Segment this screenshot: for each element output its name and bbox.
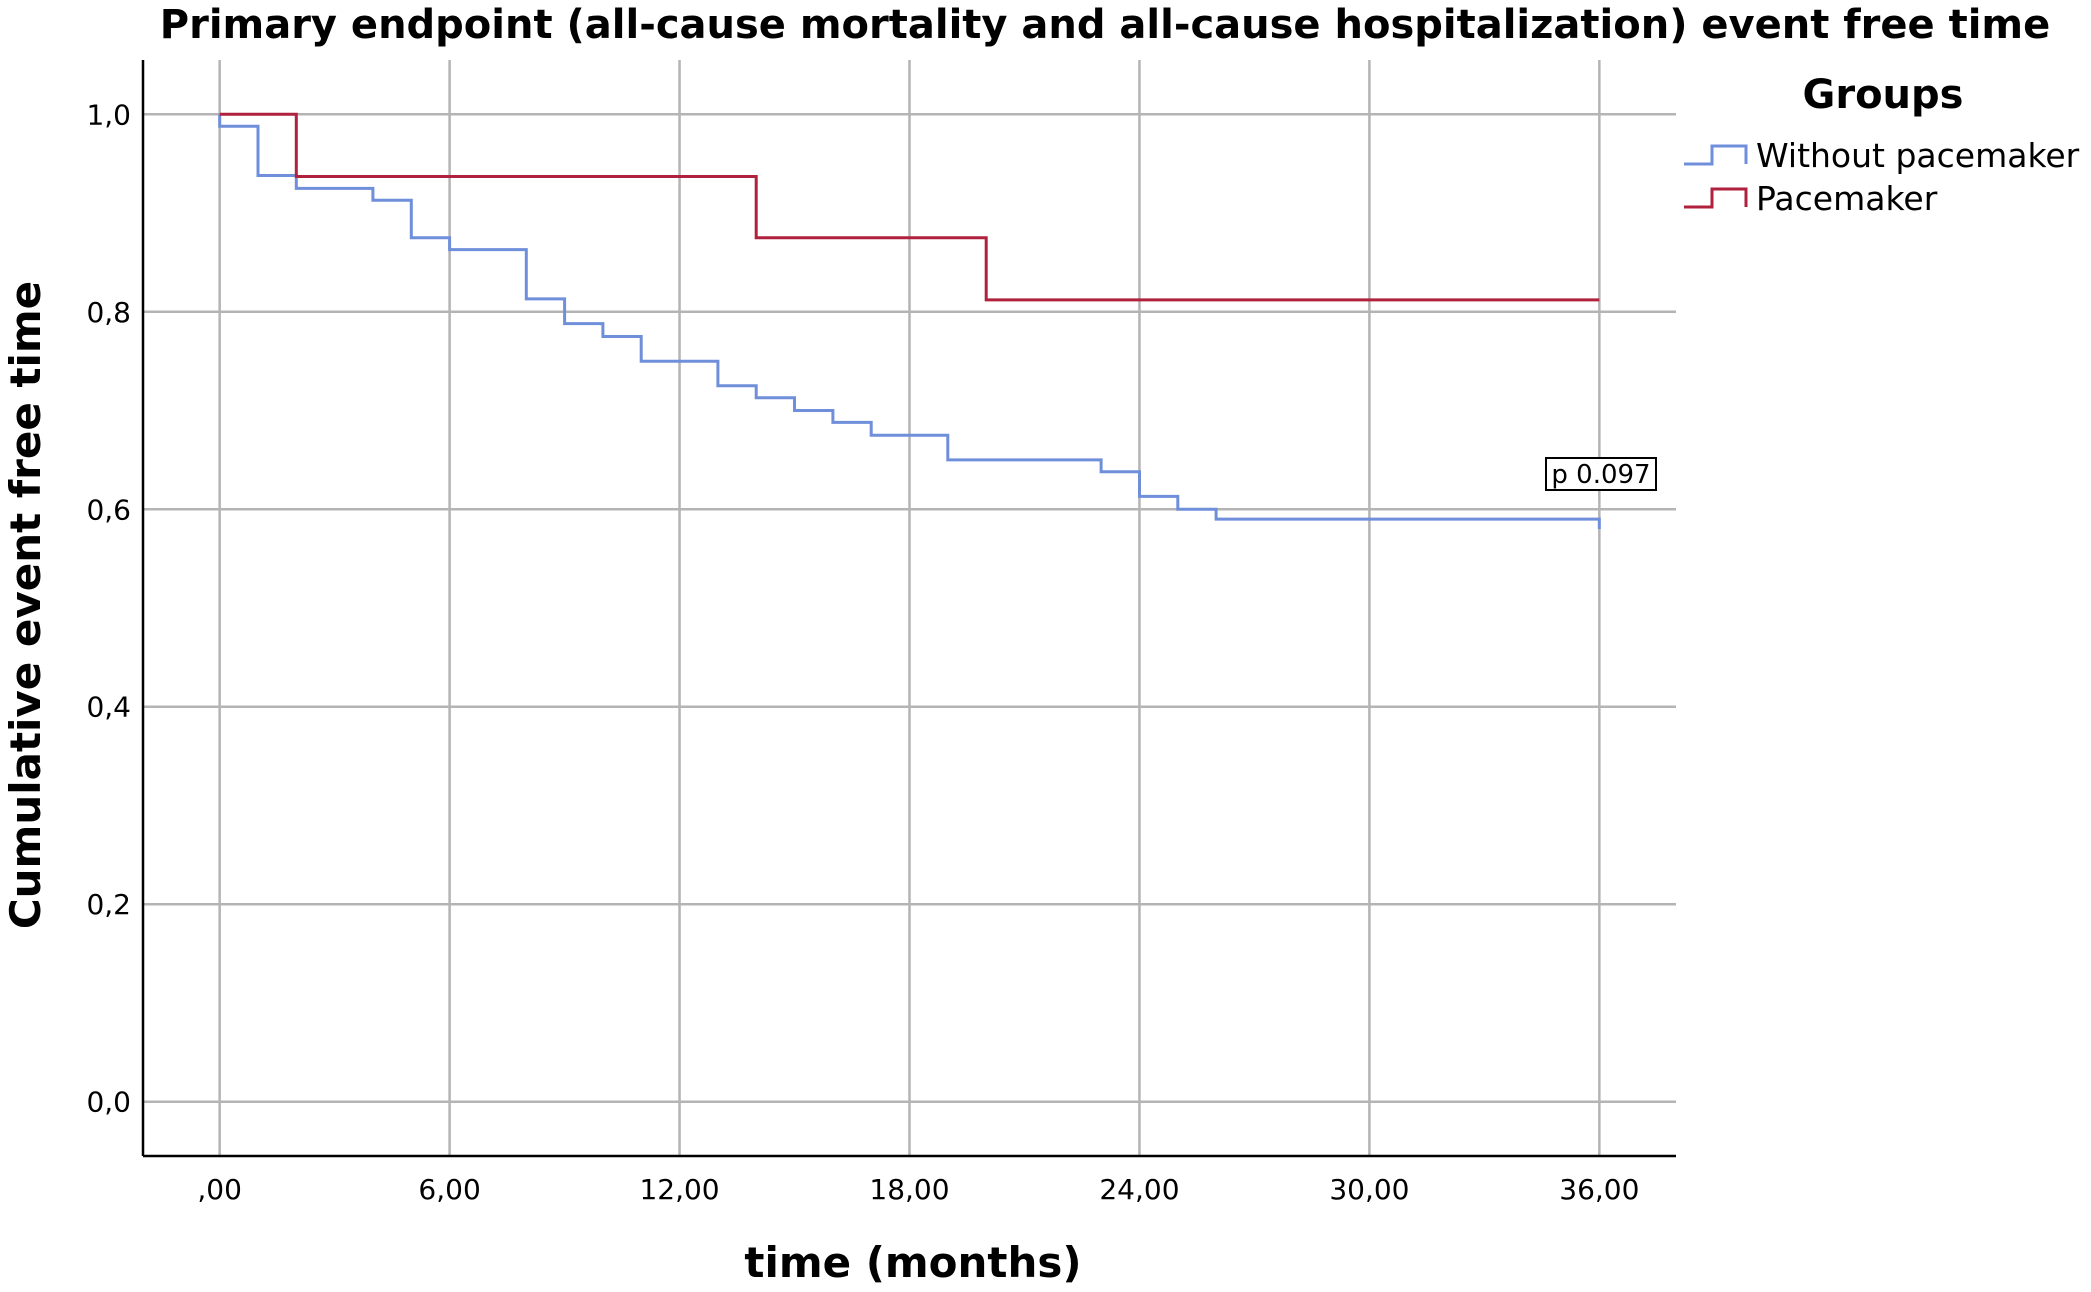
legend: Groups Without pacemaker Pacemaker bbox=[1684, 72, 2080, 218]
x-tick-label: 24,00 bbox=[1099, 1173, 1179, 1206]
p-value-box bbox=[1545, 457, 1657, 491]
x-tick-label: 30,00 bbox=[1329, 1173, 1409, 1206]
gridlines bbox=[143, 60, 1676, 1156]
p-value-annotation: p 0.097 bbox=[1545, 457, 1657, 491]
legend-swatch bbox=[1684, 187, 1748, 209]
chart-title: Primary endpoint (all-cause mortality an… bbox=[160, 2, 2050, 48]
x-tick-labels: ,00 6,00 12,00 18,00 24,00 30,00 36,00 bbox=[197, 1173, 1639, 1206]
legend-label: Without pacemaker bbox=[1756, 136, 2080, 175]
y-axis-title: Cumulative event free time bbox=[1, 281, 50, 929]
axes bbox=[141, 60, 1676, 1158]
p-value-label: p 0.097 bbox=[1551, 460, 1650, 490]
x-axis-title: time (months) bbox=[744, 1238, 1081, 1287]
y-tick-label: 0,4 bbox=[86, 691, 131, 724]
y-tick-label: 1,0 bbox=[86, 98, 131, 131]
y-tick-label: 0,0 bbox=[86, 1086, 131, 1119]
x-tick-label: 18,00 bbox=[869, 1173, 949, 1206]
y-tick-label: 0,6 bbox=[86, 493, 131, 526]
y-tick-labels: 0,0 0,2 0,4 0,6 0,8 1,0 bbox=[86, 98, 131, 1118]
y-tick-label: 0,8 bbox=[86, 296, 131, 329]
x-tick-label: 12,00 bbox=[639, 1173, 719, 1206]
x-tick-label: 6,00 bbox=[418, 1173, 480, 1206]
series-lines bbox=[218, 112, 1601, 529]
legend-swatch bbox=[1684, 144, 1748, 166]
x-tick-label: 36,00 bbox=[1559, 1173, 1639, 1206]
legend-label: Pacemaker bbox=[1756, 179, 1938, 218]
series-line-1 bbox=[218, 114, 1601, 529]
y-tick-label: 0,2 bbox=[86, 888, 131, 921]
legend-title: Groups bbox=[1803, 72, 1964, 118]
series-line-2 bbox=[219, 112, 1600, 302]
x-tick-label: ,00 bbox=[197, 1173, 242, 1206]
